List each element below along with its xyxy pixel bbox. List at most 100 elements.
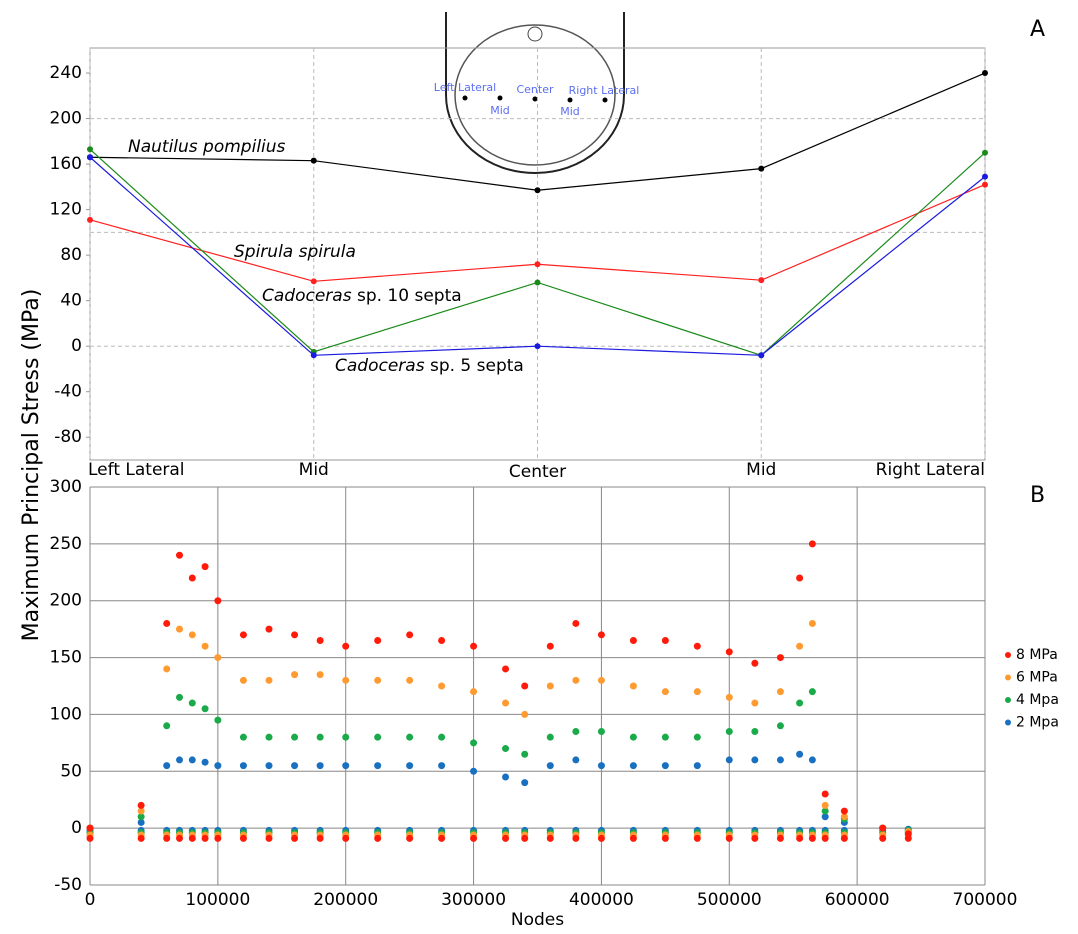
point — [438, 762, 445, 769]
point — [311, 158, 317, 164]
point — [189, 700, 196, 707]
inset-label: Right Lateral — [569, 84, 640, 97]
point — [214, 717, 221, 724]
point — [758, 166, 764, 172]
point — [572, 835, 579, 842]
point — [521, 751, 528, 758]
point — [438, 683, 445, 690]
point — [841, 835, 848, 842]
point — [176, 626, 183, 633]
annotation: Spirula spirula — [234, 242, 356, 262]
point — [694, 643, 701, 650]
point — [214, 762, 221, 769]
point — [374, 734, 381, 741]
point — [502, 700, 509, 707]
point — [240, 734, 247, 741]
x-tick-label: 600000 — [825, 890, 890, 910]
x-tick-label: 200000 — [313, 890, 378, 910]
point — [547, 683, 554, 690]
inset-label: Left Lateral — [434, 81, 496, 94]
point — [535, 261, 541, 267]
point — [291, 835, 298, 842]
point — [291, 631, 298, 638]
point — [841, 808, 848, 815]
point — [214, 654, 221, 661]
point — [694, 734, 701, 741]
point — [374, 762, 381, 769]
point — [202, 759, 209, 766]
point — [547, 734, 554, 741]
point — [240, 677, 247, 684]
y-tick-label: 250 — [50, 534, 82, 554]
point — [176, 552, 183, 559]
legend-label: 8 MPa — [1016, 647, 1058, 663]
point — [777, 835, 784, 842]
point — [809, 835, 816, 842]
point — [189, 574, 196, 581]
point — [266, 835, 273, 842]
point — [317, 762, 324, 769]
point — [470, 688, 477, 695]
point — [291, 734, 298, 741]
point — [598, 677, 605, 684]
y-tick-label: -40 — [54, 382, 82, 402]
point — [630, 835, 637, 842]
annotation: Cadoceras sp. 10 septa — [262, 286, 462, 306]
point — [630, 637, 637, 644]
point — [809, 688, 816, 695]
species-name: Cadoceras — [262, 286, 352, 306]
y-tick-label: 120 — [50, 200, 82, 220]
point — [291, 671, 298, 678]
point — [189, 756, 196, 763]
point — [406, 835, 413, 842]
point — [374, 677, 381, 684]
point — [202, 643, 209, 650]
point — [694, 762, 701, 769]
point — [374, 637, 381, 644]
figure: A B Maximum Principal Stress (MPa) Left … — [0, 0, 1078, 930]
y-tick-label: 150 — [50, 648, 82, 668]
point — [438, 835, 445, 842]
point — [163, 762, 170, 769]
point — [87, 825, 94, 832]
point — [535, 279, 541, 285]
point — [521, 835, 528, 842]
legend-marker — [1005, 720, 1011, 726]
legend-marker — [1005, 652, 1011, 658]
point — [470, 835, 477, 842]
point — [202, 705, 209, 712]
point — [598, 631, 605, 638]
species-name: Nautilus pompilius — [128, 137, 286, 157]
x-tick-label: Center — [509, 462, 566, 482]
point — [266, 677, 273, 684]
point — [87, 146, 93, 152]
point — [809, 756, 816, 763]
x-tick-label: 300000 — [441, 890, 506, 910]
point — [630, 734, 637, 741]
point — [317, 671, 324, 678]
point — [796, 643, 803, 650]
point — [796, 700, 803, 707]
point — [662, 835, 669, 842]
point — [502, 835, 509, 842]
y-tick-label: -80 — [54, 427, 82, 447]
point — [176, 694, 183, 701]
legend-label: 2 Mpa — [1016, 715, 1059, 731]
point — [662, 688, 669, 695]
point — [535, 187, 541, 193]
point — [470, 768, 477, 775]
x-tick-label: 500000 — [697, 890, 762, 910]
point — [751, 700, 758, 707]
point — [879, 835, 886, 842]
point — [521, 779, 528, 786]
point — [138, 802, 145, 809]
point — [189, 835, 196, 842]
y-axis-label: Maximum Principal Stress (MPa) — [19, 289, 44, 642]
point — [470, 739, 477, 746]
point — [694, 688, 701, 695]
species-name: Cadoceras — [335, 356, 425, 376]
point — [311, 278, 317, 284]
inset-label: Mid — [490, 104, 510, 117]
point — [630, 762, 637, 769]
panel-label: B — [1030, 483, 1045, 508]
